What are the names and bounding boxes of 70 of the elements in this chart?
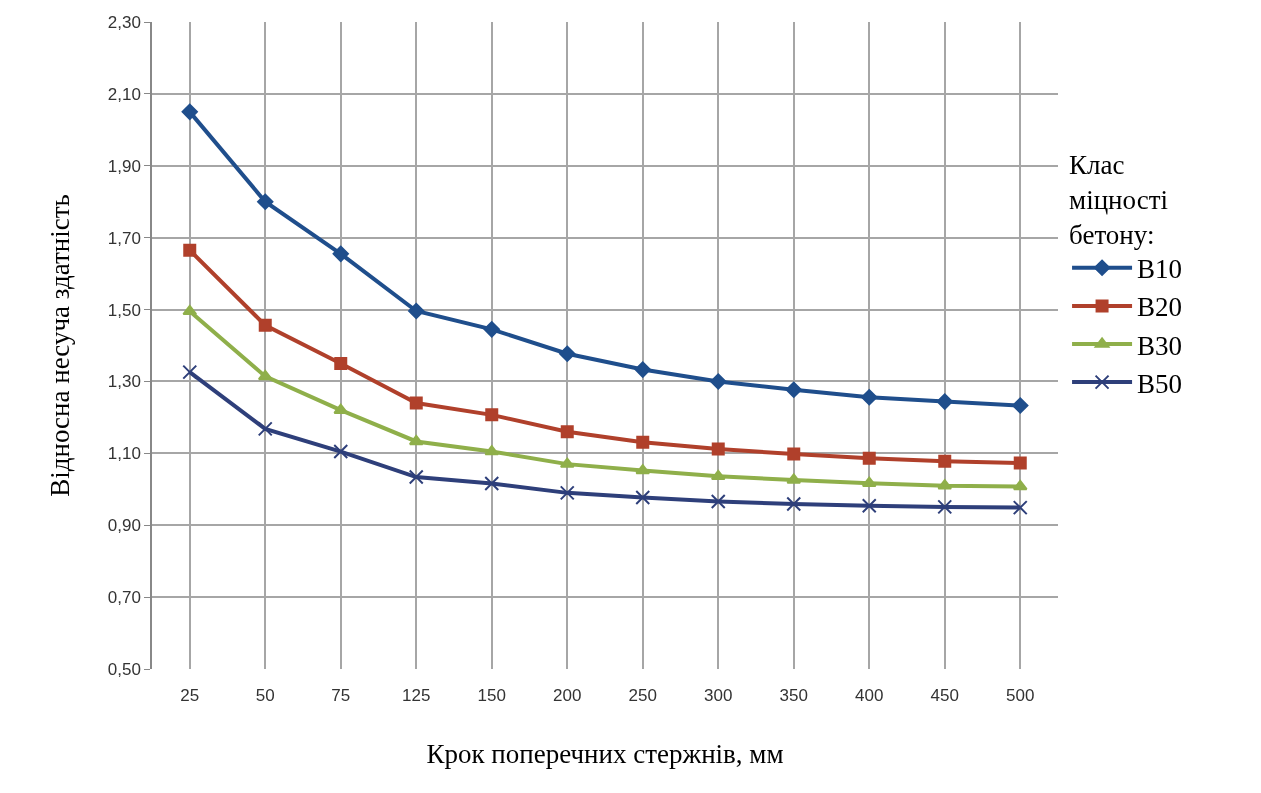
x-tick-label: 250: [628, 686, 657, 705]
point: [408, 302, 425, 320]
point: [711, 442, 725, 456]
legend-label: B50: [1137, 368, 1183, 399]
point: [409, 396, 423, 410]
x-tick-label: 50: [255, 686, 275, 705]
point: [257, 369, 273, 381]
x-tick-label: 450: [930, 686, 959, 705]
x-tick-label: 300: [704, 686, 733, 705]
y-tick-label: 0,70: [107, 588, 141, 608]
point: [861, 389, 878, 406]
x-tick-label: 150: [477, 686, 506, 705]
point: [1013, 456, 1027, 470]
x-axis-title: Крок поперечних стержнів, мм: [426, 739, 784, 770]
point: [485, 408, 499, 422]
y-tick-label: 1,50: [107, 300, 141, 320]
x-tick-label: 25: [180, 686, 200, 705]
point: [636, 435, 650, 449]
point: [483, 321, 500, 338]
point: [183, 243, 197, 257]
point: [484, 476, 500, 492]
point: [1012, 500, 1028, 516]
point: [258, 318, 272, 332]
point: [181, 103, 198, 121]
legend-label: B10: [1137, 254, 1183, 285]
point: [559, 485, 575, 501]
x-tick-label: 125: [402, 686, 431, 705]
y-tick-label: 1,30: [107, 372, 141, 392]
point: [560, 425, 574, 439]
y-tick-label: 0,90: [107, 516, 141, 536]
y-tick-label: 0,50: [107, 659, 141, 679]
point: [710, 373, 727, 390]
point: [1012, 397, 1029, 414]
point: [937, 499, 953, 515]
point: [408, 434, 424, 446]
point: [182, 304, 198, 316]
point: [408, 469, 424, 485]
point: [257, 193, 274, 210]
point: [787, 447, 801, 461]
x-tick-label: 400: [855, 686, 884, 705]
point: [334, 356, 348, 370]
legend-title: Клас міцності бетону:: [1069, 149, 1169, 250]
point: [634, 361, 651, 378]
point: [861, 498, 877, 514]
point: [710, 469, 726, 481]
y-tick-label: 1,70: [107, 228, 141, 248]
y-tick-label: 2,30: [107, 12, 141, 32]
point: [332, 245, 349, 262]
x-tick-label: 200: [553, 686, 582, 705]
point: [1012, 479, 1028, 491]
y-tick-label: 1,90: [107, 156, 141, 176]
point: [786, 496, 802, 512]
y-tick-label: 1,10: [107, 444, 141, 464]
legend-label: B30: [1137, 330, 1183, 361]
point: [936, 393, 953, 410]
point: [333, 444, 349, 460]
point: [862, 451, 876, 465]
point: [559, 345, 576, 362]
y-axis-title: Відносна несуча здатність: [45, 194, 76, 497]
point: [257, 421, 273, 437]
x-tick-label: 75: [331, 686, 351, 705]
y-tick-label: 2,10: [107, 84, 141, 104]
point: [182, 364, 198, 380]
x-tick-label: 500: [1006, 686, 1035, 705]
point: [710, 494, 726, 509]
point: [785, 381, 802, 398]
legend-label: B20: [1137, 292, 1183, 323]
point: [938, 454, 952, 468]
x-tick-label: 350: [779, 686, 808, 705]
point: [635, 490, 651, 506]
